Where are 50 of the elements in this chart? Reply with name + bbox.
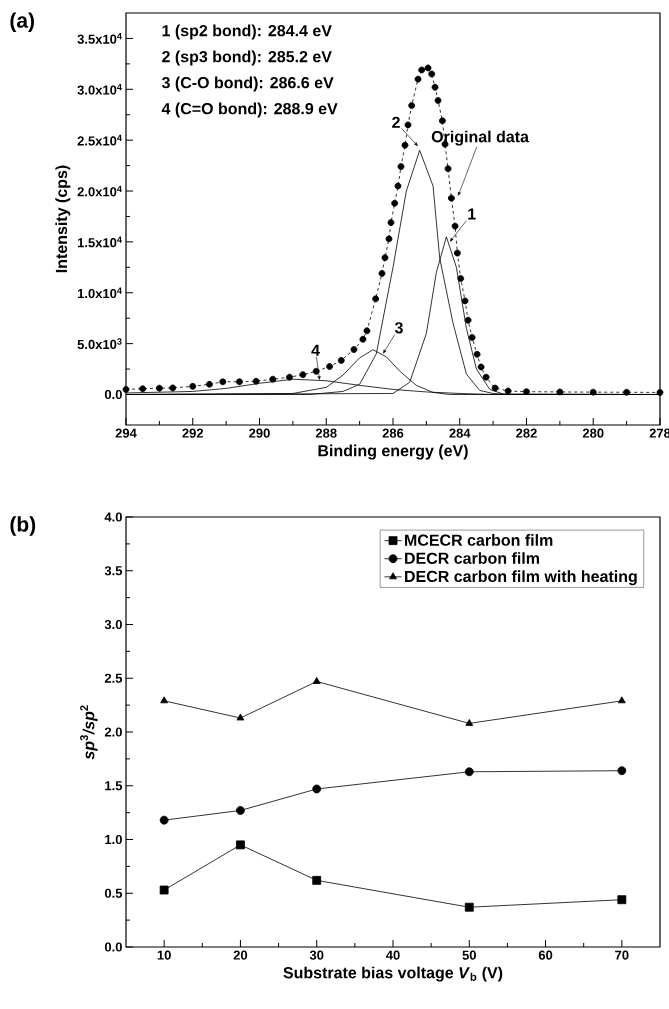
- y-axis-title: sp$^{3}$/sp$^{2}$: [80, 705, 98, 760]
- y-tick-label: 1.5: [105, 781, 123, 791]
- y-tick-label: 1.0: [105, 834, 122, 845]
- y-tick-label: 3.5: [104, 566, 123, 576]
- x-axis-title: Substrate bias voltage V$_{b}$ (V): [283, 966, 503, 982]
- x-tick-label: 40: [385, 950, 400, 960]
- annotation: 1 (sp2 bond): 284.4 eV: [162, 24, 332, 40]
- annotation: 3: [394, 322, 403, 334]
- y-tick-label: 1.5x10$^{4}$: [77, 236, 122, 248]
- x-tick-label: 20: [233, 950, 248, 960]
- x-tick-label: 282: [516, 428, 537, 438]
- annotation: 1: [468, 208, 476, 220]
- annotation: 4 (C=O bond): 288.9 eV: [161, 102, 338, 118]
- legend-label: DECR carbon film with heating: [405, 570, 637, 586]
- legend-label: MCECR carbon film: [405, 534, 553, 546]
- y-tick-label: 3.0x10$^{4}$: [77, 83, 122, 95]
- annotation: 4: [311, 344, 320, 356]
- x-tick-label: 60: [538, 950, 553, 960]
- x-tick-label: 288: [315, 428, 337, 438]
- chart-title: (b): [10, 516, 36, 536]
- annotation: 2 (sp3 bond): 285.2 eV: [162, 50, 332, 66]
- x-tick-label: 10: [157, 950, 171, 960]
- x-tick-label: 50: [462, 950, 476, 960]
- x-axis-title: Binding energy (eV): [318, 444, 468, 460]
- annotation: Original data: [431, 130, 530, 146]
- x-tick-label: 280: [582, 428, 604, 438]
- y-tick-label: 3.0: [104, 619, 122, 630]
- y-tick-label: 0.0: [104, 942, 122, 952]
- x-tick-label: 292: [182, 428, 204, 438]
- y-tick-label: 3.5x10$^{4}$: [77, 33, 122, 44]
- x-tick-label: 70: [615, 950, 629, 960]
- y-tick-label: 0.0: [104, 389, 122, 400]
- x-tick-label: 290: [249, 428, 270, 438]
- annotation: 2: [392, 116, 400, 128]
- chart-title: (a): [10, 12, 34, 32]
- y-tick-label: 2.5x10$^{4}$: [77, 134, 122, 146]
- y-tick-label: 0.5: [104, 888, 123, 898]
- x-tick-label: 284: [449, 428, 471, 438]
- legend-label: DECR carbon film: [405, 552, 539, 564]
- y-tick-label: 4.0: [104, 512, 122, 522]
- y-tick-label: 2.5: [104, 673, 123, 683]
- x-tick-label: 286: [382, 428, 404, 438]
- y-tick-label: 2.0x10$^{4}$: [77, 185, 122, 197]
- annotation: 3 (C-O bond): 286.6 eV: [161, 76, 334, 92]
- y-tick-label: 5.0x10$^{3}$: [77, 338, 122, 350]
- x-tick-label: 294: [115, 428, 137, 438]
- y-tick-label: 2.0: [104, 727, 122, 737]
- x-tick-label: 30: [309, 950, 324, 960]
- y-axis-title: Intensity (cps): [55, 165, 71, 273]
- y-tick-label: 1.0x10$^{4}$: [77, 287, 122, 299]
